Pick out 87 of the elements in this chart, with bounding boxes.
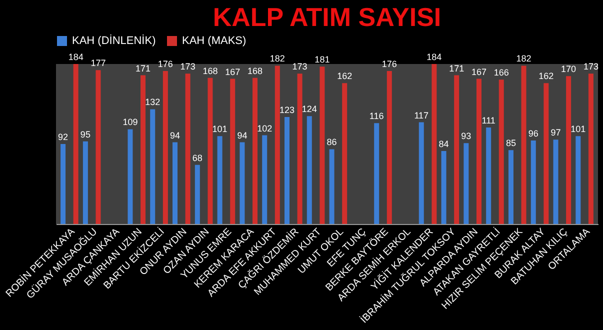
data-label: 96	[528, 128, 538, 139]
data-label: 173	[292, 62, 308, 72]
bar	[60, 144, 66, 224]
data-label: 93	[461, 131, 472, 142]
bar	[306, 116, 312, 224]
bar	[96, 70, 101, 224]
data-label: 86	[326, 137, 337, 148]
data-label: 84	[438, 138, 449, 149]
bar	[262, 135, 268, 224]
bar	[576, 136, 581, 224]
data-label: 171	[449, 63, 464, 74]
data-label: 167	[225, 66, 240, 77]
bar	[217, 136, 222, 224]
bar	[441, 150, 446, 224]
data-label: 94	[170, 130, 180, 140]
bar	[386, 70, 392, 224]
data-label: 109	[122, 117, 138, 128]
bar	[486, 127, 492, 224]
bar	[521, 66, 526, 224]
bar	[185, 74, 190, 224]
bar	[508, 150, 514, 224]
data-label: 176	[382, 58, 397, 69]
bar	[128, 129, 133, 224]
data-label: 117	[414, 110, 429, 120]
bar	[150, 109, 156, 224]
legend-label: KAH (DİNLENİK)	[72, 34, 156, 47]
data-label: 101	[570, 124, 586, 134]
bar	[320, 66, 325, 224]
bar	[230, 78, 236, 224]
bar	[297, 74, 302, 224]
data-label: 182	[516, 54, 532, 64]
bar	[172, 142, 178, 224]
chart-title: KALP ATIM SAYISI	[212, 2, 442, 32]
bar	[208, 78, 213, 224]
data-label: 181	[314, 54, 330, 65]
bar	[588, 74, 594, 224]
data-label: 173	[180, 62, 196, 72]
bar	[140, 75, 146, 224]
data-label: 132	[145, 97, 160, 108]
data-label: 171	[136, 63, 151, 74]
data-label: 166	[494, 68, 509, 78]
data-label: 170	[561, 64, 576, 74]
data-label: 116	[369, 111, 384, 122]
data-label: 94	[237, 130, 248, 140]
data-label: 168	[247, 66, 263, 76]
legend-label: KAH (MAKS)	[182, 35, 246, 47]
bar	[284, 117, 290, 224]
bar	[162, 70, 168, 224]
bar	[566, 76, 572, 224]
data-label: 162	[538, 71, 554, 82]
data-label: 184	[68, 52, 84, 62]
data-label: 177	[90, 58, 106, 68]
bar	[374, 123, 380, 224]
bar	[240, 142, 245, 224]
bar	[329, 149, 334, 224]
bar	[73, 64, 78, 224]
bar	[418, 122, 424, 224]
data-label: 95	[80, 129, 90, 140]
data-label: 97	[550, 128, 561, 138]
data-label: 102	[257, 123, 272, 134]
bar	[476, 78, 482, 224]
data-label: 167	[471, 66, 486, 77]
bar	[498, 80, 504, 224]
data-label: 184	[426, 52, 442, 62]
data-label: 182	[270, 54, 285, 64]
bar	[194, 164, 200, 224]
data-label: 111	[482, 115, 496, 126]
bar	[454, 75, 460, 224]
data-label: 123	[279, 105, 295, 116]
bar	[342, 83, 348, 224]
data-label: 68	[192, 152, 202, 163]
data-label: 124	[302, 104, 317, 114]
bar	[252, 78, 258, 224]
data-label: 176	[158, 58, 173, 69]
bar	[464, 143, 469, 224]
data-label: 162	[337, 71, 352, 82]
data-label: 173	[583, 62, 598, 72]
bar	[274, 66, 280, 224]
data-label: 92	[58, 132, 68, 142]
data-label: 168	[202, 66, 218, 76]
bar	[432, 64, 437, 224]
data-label: 101	[212, 124, 228, 134]
bar	[544, 83, 549, 224]
bar	[530, 140, 536, 224]
bar	[82, 141, 88, 224]
bar	[553, 140, 558, 224]
data-label: 85	[506, 138, 516, 148]
